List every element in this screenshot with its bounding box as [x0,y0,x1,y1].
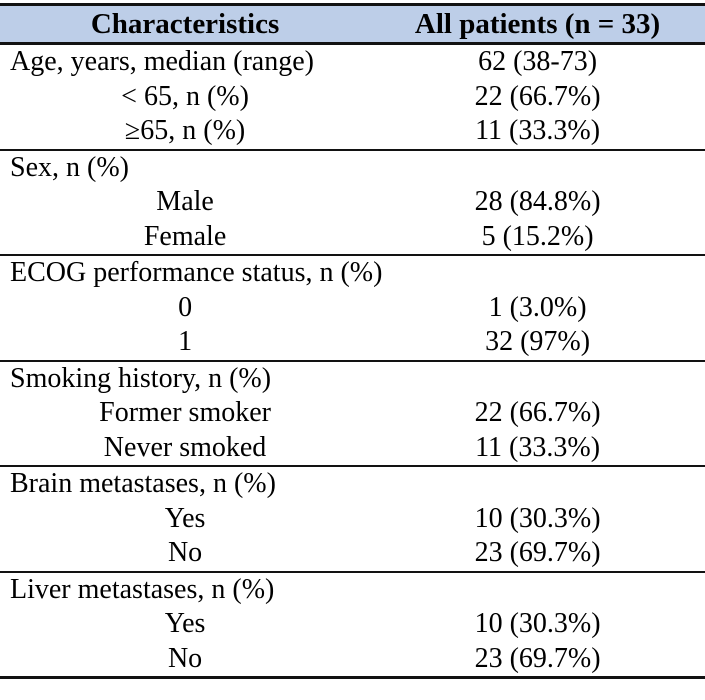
row-value [370,362,705,397]
table-row: Female 5 (15.2%) [0,220,705,255]
row-label: Smoking history, n (%) [10,362,272,394]
row-value: 28 (84.8%) [474,186,601,217]
row-label: ECOG performance status, n (%) [10,257,383,288]
row-label: < 65, n (%) [121,80,249,112]
row-label: No [167,642,203,674]
row-label: Yes [164,502,206,534]
row-value: 10 (30.3%) [474,502,601,534]
row-value [370,467,705,502]
row-value: 32 (97%) [485,326,591,357]
row-label: Former smoker [99,397,271,428]
row-label: Female [143,220,227,252]
row-label: Age, years, median (range) [10,46,314,77]
row-label: 0 [178,291,193,323]
table-row: < 65, n (%) 22 (66.7%) [0,80,705,115]
table-row: Never smoked 11 (33.3%) [0,431,705,466]
table-row: Brain metastases, n (%) [0,467,705,502]
patient-characteristics-table: Characteristics All patients (n = 33) Ag… [0,3,705,679]
row-value: 11 (33.3%) [475,115,601,146]
row-value [370,573,705,608]
table-row: ECOG performance status, n (%) [0,256,705,291]
table-row: 0 1 (3.0%) [0,291,705,326]
header-col-all-patients: All patients (n = 33) [414,8,661,40]
row-label: Yes [164,608,206,639]
row-value [370,256,705,291]
row-value: 23 (69.7%) [474,642,601,674]
table-row: No 23 (69.7%) [0,536,705,571]
table-row: Former smoker 22 (66.7%) [0,396,705,431]
row-value: 62 (38-73) [478,46,598,77]
row-label: ≥65, n (%) [124,115,246,146]
table-row: Liver metastases, n (%) [0,573,705,608]
row-label: No [167,537,203,568]
row-label: Sex, n (%) [10,151,129,183]
row-value [370,151,705,186]
row-label: Brain metastases, n (%) [10,468,276,499]
table-row: ≥65, n (%) 11 (33.3%) [0,114,705,149]
row-label: Liver metastases, n (%) [10,573,275,605]
row-label: Male [156,186,214,217]
table-row: Yes 10 (30.3%) [0,607,705,642]
row-value: 1 (3.0%) [488,291,587,323]
section-smoking: Smoking history, n (%) Former smoker 22 … [0,359,705,466]
row-value: 11 (33.3%) [475,431,601,463]
table-row: Yes 10 (30.3%) [0,502,705,537]
row-value: 22 (66.7%) [474,397,601,428]
table-row: Age, years, median (range) 62 (38-73) [0,45,705,80]
section-ecog: ECOG performance status, n (%) 0 1 (3.0%… [0,254,705,360]
table-row: Smoking history, n (%) [0,362,705,397]
row-value: 10 (30.3%) [474,608,601,639]
row-label: Never smoked [103,431,267,463]
table-row: No 23 (69.7%) [0,642,705,677]
section-sex: Sex, n (%) Male 28 (84.8%) Female 5 (15.… [0,148,705,255]
row-value: 23 (69.7%) [474,537,601,568]
table-row: 1 32 (97%) [0,325,705,360]
row-label: 1 [178,326,193,357]
row-value: 5 (15.2%) [481,220,594,252]
table-header-row: Characteristics All patients (n = 33) [0,6,705,45]
section-age: Age, years, median (range) 62 (38-73) < … [0,45,705,149]
row-value: 22 (66.7%) [474,80,601,112]
table-row: Sex, n (%) [0,151,705,186]
section-liver-metastases: Liver metastases, n (%) Yes 10 (30.3%) N… [0,570,705,677]
table-row: Male 28 (84.8%) [0,185,705,220]
section-brain-metastases: Brain metastases, n (%) Yes 10 (30.3%) N… [0,465,705,571]
header-col-characteristics: Characteristics [90,8,280,40]
